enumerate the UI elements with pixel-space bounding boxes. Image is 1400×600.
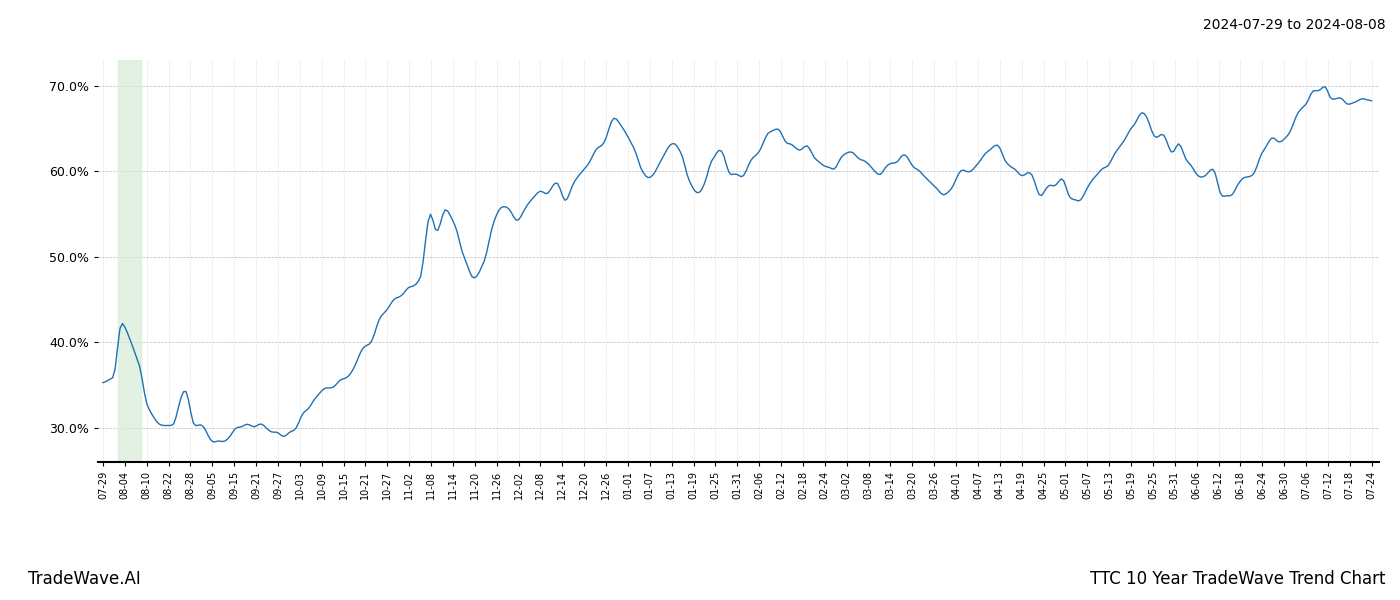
Text: 2024-07-29 to 2024-08-08: 2024-07-29 to 2024-08-08: [1204, 18, 1386, 32]
Bar: [118, 60, 141, 462]
Text: TradeWave.AI: TradeWave.AI: [28, 570, 141, 588]
Text: TTC 10 Year TradeWave Trend Chart: TTC 10 Year TradeWave Trend Chart: [1091, 570, 1386, 588]
